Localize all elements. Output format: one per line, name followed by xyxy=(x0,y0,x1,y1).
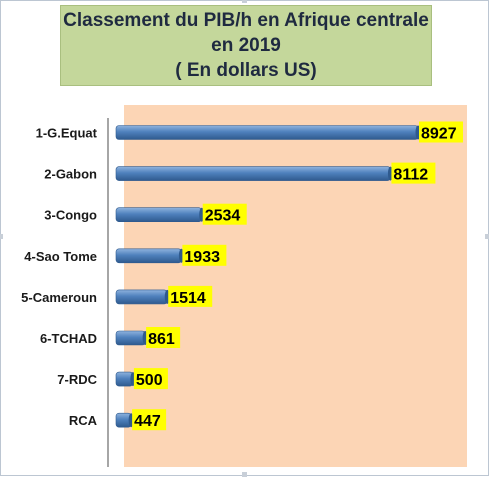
chart-title: Classement du PIB/h en Afrique centrale … xyxy=(60,5,432,86)
bar xyxy=(115,125,419,140)
bar xyxy=(115,207,203,222)
value-label: 500 xyxy=(136,372,163,389)
value-label-bg xyxy=(168,285,213,307)
value-label-bg xyxy=(182,244,227,266)
category-label: 3-Congo xyxy=(44,208,97,223)
value-label-bg xyxy=(419,121,463,143)
resize-handle-right[interactable] xyxy=(485,234,489,239)
category-label: 1-G.Equat xyxy=(36,126,98,141)
value-label-bg xyxy=(132,409,167,431)
chart-title-line-2: en 2019 xyxy=(211,35,281,56)
category-label: RCA xyxy=(69,413,98,428)
category-label: 5-Cameroun xyxy=(21,290,97,305)
bar xyxy=(115,289,168,305)
category-label: 2-Gabon xyxy=(44,167,97,182)
category-label: 4-Sao Tome xyxy=(24,249,97,264)
category-label: 6-TCHAD xyxy=(40,331,97,346)
value-label: 447 xyxy=(134,413,161,430)
value-label-bg xyxy=(133,368,168,390)
value-label: 1933 xyxy=(184,249,220,266)
chart-title-line-3: ( En dollars US) xyxy=(175,60,317,81)
resize-handle-top[interactable] xyxy=(242,0,247,3)
value-label: 8112 xyxy=(393,167,428,184)
value-label: 1514 xyxy=(170,290,206,307)
bar xyxy=(115,371,134,387)
resize-handle-bottom[interactable] xyxy=(242,472,247,477)
category-label: 7-RDC xyxy=(57,372,97,387)
value-label: 861 xyxy=(148,331,175,348)
value-label-bg xyxy=(391,162,436,184)
bar xyxy=(115,248,182,264)
value-label: 8927 xyxy=(421,126,457,143)
chart-title-line-1: Classement du PIB/h en Afrique centrale xyxy=(63,10,429,31)
bar xyxy=(115,330,146,346)
bars-group: 1-G.Equat 8927 2-Gabon 8112 3-Congo 2534 4-Sao… xyxy=(21,121,463,431)
resize-handle-left[interactable] xyxy=(0,234,3,239)
value-label-bg xyxy=(202,203,247,225)
value-label: 2534 xyxy=(205,208,241,225)
value-label-bg xyxy=(146,327,181,348)
bar xyxy=(115,166,391,181)
